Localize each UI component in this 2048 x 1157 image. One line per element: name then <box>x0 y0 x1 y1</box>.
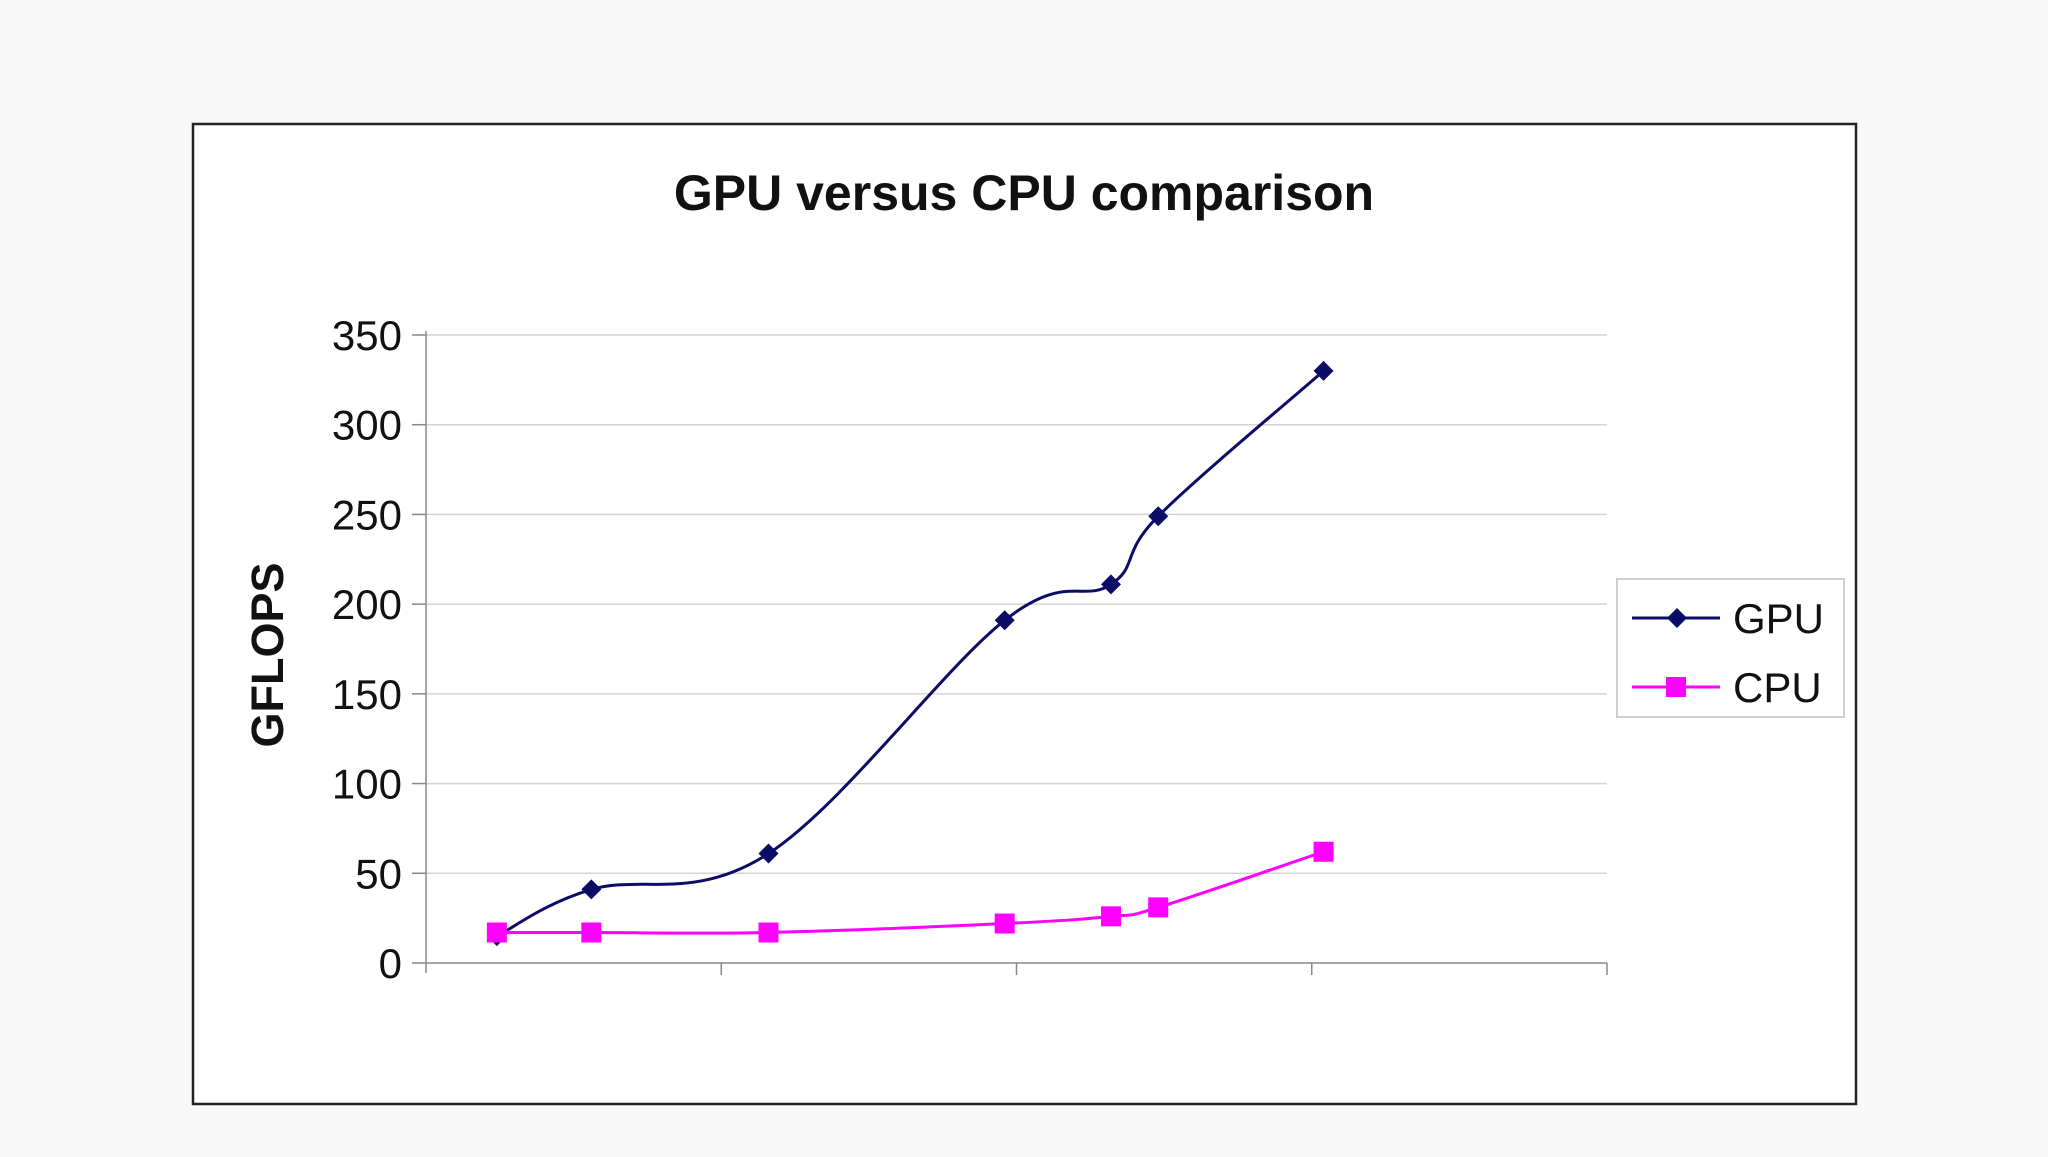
gpu-data-point <box>994 610 1015 631</box>
legend-gpu-label: GPU <box>1733 595 1824 642</box>
legend-gpu-marker <box>1667 608 1687 628</box>
y-tick-label: 200 <box>332 581 402 628</box>
legend-cpu-marker <box>1666 677 1686 697</box>
grid-lines <box>426 334 1607 875</box>
cpu-data-point <box>486 922 507 943</box>
gpu-data-point <box>758 843 779 864</box>
cpu-data-point <box>1313 841 1334 862</box>
gpu-data-point <box>1313 360 1334 381</box>
cpu-data-point <box>1148 897 1169 918</box>
y-tick-label: 250 <box>332 491 402 538</box>
cpu-data-point <box>758 922 779 943</box>
series-layer <box>486 360 1334 947</box>
gpu-data-point <box>1148 506 1169 527</box>
y-tick-label: 0 <box>379 940 402 987</box>
y-tick-labels: 0 50 100 150 200 250 300 350 <box>332 312 402 987</box>
legend: GPU CPU <box>1616 578 1845 718</box>
y-tick-label: 100 <box>332 761 402 808</box>
gpu-data-point <box>1100 574 1121 595</box>
chart-title: GPU versus CPU comparison <box>674 165 1374 221</box>
y-axis-label: GFLOPS <box>242 562 293 747</box>
y-tick-label: 50 <box>355 850 402 897</box>
cpu-data-point <box>581 922 602 943</box>
legend-box <box>1616 578 1845 718</box>
y-tick-label: 150 <box>332 671 402 718</box>
cpu-data-point <box>994 913 1015 934</box>
y-tick-label: 300 <box>332 402 402 449</box>
chart-frame <box>191 122 1858 1106</box>
gpu-data-point <box>581 879 602 900</box>
legend-cpu-label: CPU <box>1733 664 1822 711</box>
y-tick-label: 350 <box>332 312 402 359</box>
cpu-data-point <box>1100 906 1121 927</box>
axes <box>412 331 1608 975</box>
